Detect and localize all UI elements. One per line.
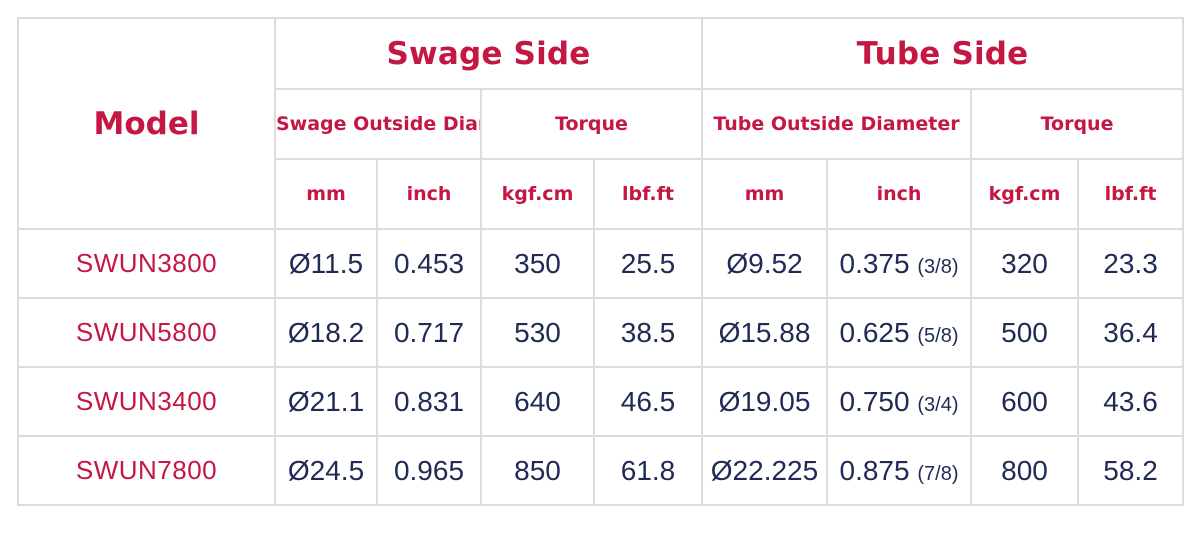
tube-od-fraction: (5/8) bbox=[917, 324, 959, 347]
spec-table: Model Swage Side Tube Side Swage Outside… bbox=[17, 17, 1185, 506]
tube-od-inch: 0.750 bbox=[839, 385, 910, 417]
tube-od-inch-cell: 0.875 (7/8) bbox=[826, 435, 972, 506]
model-header: Model bbox=[17, 17, 276, 230]
swage-torque-header: Torque bbox=[480, 88, 703, 160]
tube-od-fraction: (3/8) bbox=[917, 255, 959, 278]
tube-od-mm: Ø22.225 bbox=[701, 435, 828, 506]
tube-torque-kgf: 500 bbox=[970, 297, 1079, 368]
header-row-groups: Model Swage Side Tube Side bbox=[17, 17, 1185, 230]
table-row: SWUN5800 Ø18.2 0.717 530 38.5 Ø15.88 0.6… bbox=[17, 297, 1185, 368]
swage-od-mm: Ø21.1 bbox=[274, 366, 378, 437]
tube-od-inch: 0.875 bbox=[839, 454, 910, 486]
swage-od-inch: 0.453 bbox=[376, 228, 482, 299]
swage-torque-lbf: 25.5 bbox=[593, 228, 703, 299]
table-row: SWUN7800 Ø24.5 0.965 850 61.8 Ø22.225 0.… bbox=[17, 435, 1185, 506]
swage-od-inch: 0.831 bbox=[376, 366, 482, 437]
unit-tube-inch: inch bbox=[826, 158, 972, 230]
tube-od-fraction: (3/4) bbox=[917, 393, 959, 416]
swage-torque-kgf: 640 bbox=[480, 366, 595, 437]
tube-od-inch: 0.625 bbox=[839, 316, 910, 348]
tube-torque-header: Torque bbox=[969, 88, 1185, 160]
tube-torque-lbf: 43.6 bbox=[1076, 366, 1185, 437]
spec-table-container: Model Swage Side Tube Side Swage Outside… bbox=[17, 17, 1185, 506]
tube-torque-lbf: 23.3 bbox=[1076, 228, 1185, 299]
swage-od-header: Swage Outside Diameter bbox=[274, 88, 482, 160]
tube-side-header: Tube Side bbox=[700, 17, 1185, 90]
model-name: SWUN3400 bbox=[17, 366, 276, 437]
unit-swage-kgf: kgf.cm bbox=[480, 158, 595, 230]
table-row: SWUN3800 Ø11.5 0.453 350 25.5 Ø9.52 0.37… bbox=[17, 228, 1185, 299]
swage-torque-lbf: 61.8 bbox=[593, 435, 703, 506]
table-row: SWUN3400 Ø21.1 0.831 640 46.5 Ø19.05 0.7… bbox=[17, 366, 1185, 437]
swage-torque-kgf: 850 bbox=[480, 435, 595, 506]
tube-od-inch: 0.375 bbox=[839, 247, 910, 279]
tube-torque-kgf: 600 bbox=[970, 366, 1079, 437]
swage-side-header: Swage Side bbox=[274, 17, 703, 90]
tube-torque-lbf: 58.2 bbox=[1076, 435, 1185, 506]
unit-swage-inch: inch bbox=[376, 158, 482, 230]
model-name: SWUN5800 bbox=[17, 297, 276, 368]
tube-torque-lbf: 36.4 bbox=[1076, 297, 1185, 368]
tube-od-inch-cell: 0.625 (5/8) bbox=[826, 297, 972, 368]
unit-tube-mm: mm bbox=[701, 158, 828, 230]
swage-torque-kgf: 350 bbox=[480, 228, 595, 299]
tube-od-mm: Ø19.05 bbox=[701, 366, 828, 437]
model-name: SWUN3800 bbox=[17, 228, 276, 299]
unit-tube-lbf: lbf.ft bbox=[1076, 158, 1185, 230]
tube-od-header: Tube Outside Diameter bbox=[701, 88, 972, 160]
tube-od-mm: Ø15.88 bbox=[701, 297, 828, 368]
header-row-subgroups: Swage Outside Diameter Torque Tube Outsi… bbox=[18, 88, 1185, 160]
swage-od-inch: 0.965 bbox=[376, 435, 482, 506]
tube-torque-kgf: 320 bbox=[970, 228, 1079, 299]
swage-od-inch: 0.717 bbox=[376, 297, 482, 368]
swage-torque-kgf: 530 bbox=[480, 297, 595, 368]
tube-od-inch-cell: 0.750 (3/4) bbox=[826, 366, 972, 437]
tube-torque-kgf: 800 bbox=[970, 435, 1079, 506]
swage-od-mm: Ø24.5 bbox=[274, 435, 378, 506]
unit-swage-lbf: lbf.ft bbox=[593, 158, 703, 230]
swage-torque-lbf: 46.5 bbox=[593, 366, 703, 437]
unit-tube-kgf: kgf.cm bbox=[970, 158, 1079, 230]
tube-od-inch-cell: 0.375 (3/8) bbox=[826, 228, 972, 299]
swage-od-mm: Ø11.5 bbox=[274, 228, 378, 299]
swage-torque-lbf: 38.5 bbox=[593, 297, 703, 368]
tube-od-mm: Ø9.52 bbox=[701, 228, 828, 299]
model-name: SWUN7800 bbox=[17, 435, 276, 506]
swage-od-mm: Ø18.2 bbox=[274, 297, 378, 368]
header-row-units: mm inch kgf.cm lbf.ft mm inch kgf.cm lbf… bbox=[18, 158, 1185, 230]
unit-swage-mm: mm bbox=[274, 158, 378, 230]
tube-od-fraction: (7/8) bbox=[917, 462, 959, 485]
